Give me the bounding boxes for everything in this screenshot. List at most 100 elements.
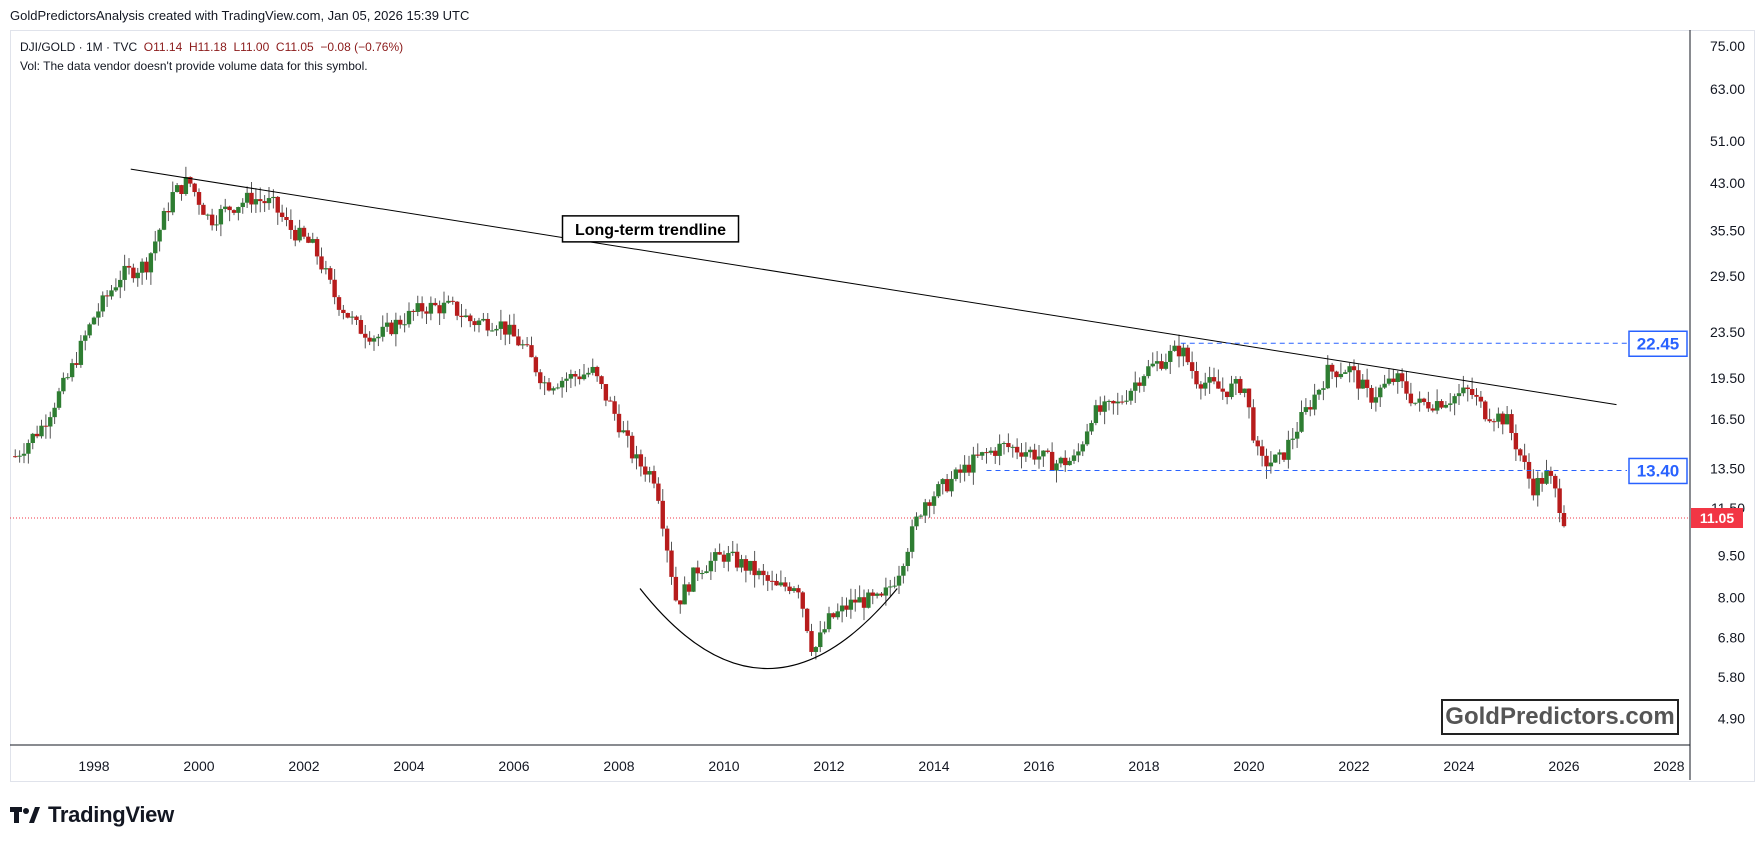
candle-body xyxy=(1391,378,1396,382)
candle-body xyxy=(494,328,499,331)
candle-body xyxy=(1338,373,1344,378)
candle-body xyxy=(1119,401,1125,403)
y-tick-label: 35.50 xyxy=(1710,222,1745,238)
candle-body xyxy=(656,483,661,501)
candle-body xyxy=(918,515,924,517)
candle-body xyxy=(726,553,731,562)
candle-body xyxy=(533,357,539,373)
candle-body xyxy=(1185,347,1190,363)
candle-body xyxy=(52,407,57,418)
candle-body xyxy=(664,528,670,551)
candle-body xyxy=(1028,449,1033,453)
candle-body xyxy=(739,559,744,568)
candle-body xyxy=(354,316,359,320)
y-tick-label: 4.90 xyxy=(1718,710,1745,726)
y-tick-label: 51.00 xyxy=(1710,133,1745,149)
candle-body xyxy=(783,582,788,587)
candle-body xyxy=(1176,345,1182,357)
y-tick-label: 9.50 xyxy=(1718,547,1745,563)
candle-body xyxy=(437,305,442,314)
x-tick-label: 2020 xyxy=(1233,758,1264,774)
candle-body xyxy=(975,454,980,456)
candle-body xyxy=(573,373,578,377)
candle-body xyxy=(1360,379,1365,389)
x-tick-label: 2002 xyxy=(288,758,319,774)
candle-body xyxy=(118,279,123,288)
candle-body xyxy=(581,374,587,380)
candle-body xyxy=(914,516,919,527)
candle-body xyxy=(179,185,184,195)
candle-body xyxy=(441,302,447,314)
candle-body xyxy=(1259,446,1265,456)
candle-body xyxy=(1045,450,1050,452)
candle-body xyxy=(284,217,289,221)
candle-body xyxy=(1500,413,1505,425)
rounded-bottom-arc xyxy=(639,588,898,669)
candle-body xyxy=(1518,449,1523,456)
candle-body xyxy=(678,600,683,605)
candle-body xyxy=(901,565,906,576)
candle-body xyxy=(748,560,753,571)
candle-body xyxy=(468,315,473,322)
candle-body xyxy=(1154,361,1160,364)
candle-body xyxy=(673,576,679,601)
candle-body xyxy=(1395,373,1400,382)
candle-body xyxy=(1128,390,1134,401)
candle-body xyxy=(1229,383,1234,398)
candle-body xyxy=(1294,431,1300,439)
candle-body xyxy=(883,587,889,596)
candle-body xyxy=(1067,460,1072,466)
candle-body xyxy=(1115,401,1120,404)
candle-body xyxy=(1006,443,1011,448)
legend-symbol: DJI/GOLD · 1M · TVC xyxy=(20,40,138,54)
candle-body xyxy=(271,196,276,199)
candle-body xyxy=(1443,404,1449,408)
candle-body xyxy=(1198,384,1204,389)
candle-body xyxy=(1369,387,1374,403)
candle-body xyxy=(1141,376,1147,386)
y-tick-label: 6.80 xyxy=(1718,630,1745,646)
candle-body xyxy=(83,335,88,341)
candle-body xyxy=(402,324,407,326)
candle-body xyxy=(1251,407,1256,441)
candle-body xyxy=(406,310,412,325)
candle-body xyxy=(1014,446,1020,453)
candle-body xyxy=(157,229,162,242)
candle-body xyxy=(826,613,832,630)
candle-body xyxy=(1399,373,1405,382)
candle-body xyxy=(301,227,307,237)
candle-body xyxy=(1299,412,1304,432)
candle-body xyxy=(1461,387,1466,394)
candle-body xyxy=(686,584,692,592)
candle-body xyxy=(660,500,665,529)
candle-body xyxy=(796,588,801,593)
candle-body xyxy=(1172,345,1177,351)
candle-body xyxy=(524,344,530,346)
legend-close: C11.05 xyxy=(275,40,314,54)
candle-body xyxy=(166,211,171,213)
candle-body xyxy=(730,551,735,554)
candle-body xyxy=(870,592,875,596)
candle-body xyxy=(1207,377,1212,383)
candle-body xyxy=(1216,381,1221,389)
tradingview-brand[interactable]: TradingView xyxy=(10,802,174,828)
candle-body xyxy=(135,272,140,279)
candle-body xyxy=(669,550,674,577)
candle-body xyxy=(30,433,35,444)
candle-body xyxy=(538,372,543,384)
x-tick-label: 2010 xyxy=(708,758,739,774)
candle-body xyxy=(844,605,849,610)
candle-body xyxy=(905,551,910,566)
x-tick-label: 2008 xyxy=(603,758,634,774)
candle-body xyxy=(131,267,136,279)
candle-body xyxy=(1535,478,1540,496)
candle-body xyxy=(944,479,950,492)
candles-layer xyxy=(13,166,1567,660)
x-tick-label: 2014 xyxy=(918,758,949,774)
candle-body xyxy=(682,584,687,605)
candle-body xyxy=(1054,463,1059,471)
level-label: 22.45 xyxy=(1637,334,1680,353)
candle-body xyxy=(1238,378,1243,393)
candle-body xyxy=(323,268,329,270)
